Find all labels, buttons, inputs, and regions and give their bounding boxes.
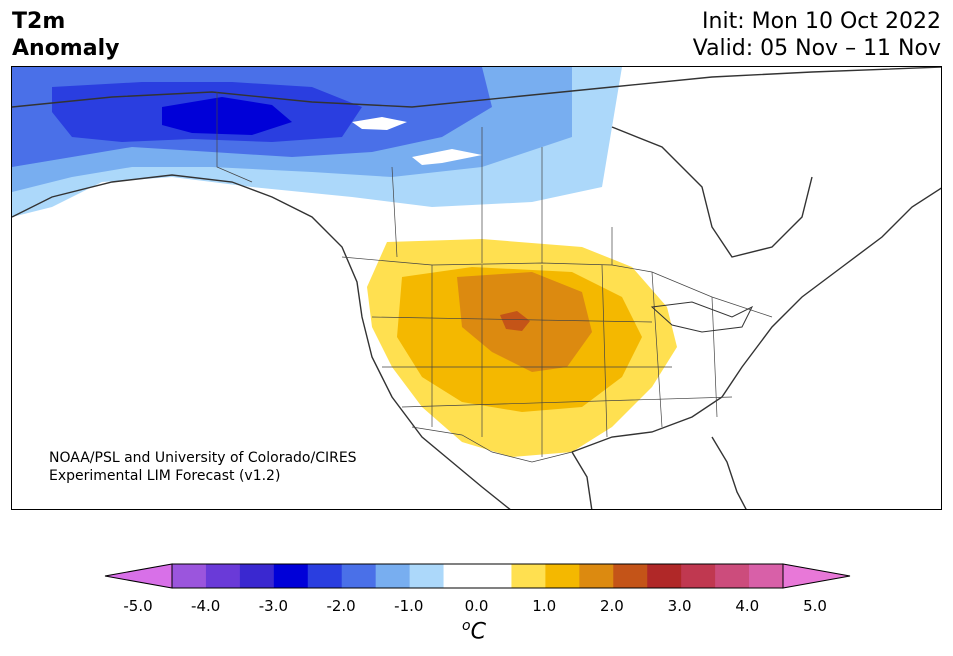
gulf-atlantic-coastline [571, 187, 941, 453]
map-title: T2m Anomaly [12, 8, 119, 62]
cold-anomaly-5c [162, 97, 292, 135]
colorbar-cell [681, 564, 716, 588]
title-line-2: Anomaly [12, 36, 120, 61]
colorbar-cell [239, 564, 275, 588]
colorbar-tick-label: 2.0 [599, 597, 624, 615]
unit-degree: o [462, 618, 471, 634]
colorbar-cell [545, 564, 580, 588]
valid-period: Valid: 05 Nov – 11 Nov [692, 36, 941, 61]
colorbar-cell [375, 564, 411, 588]
colorbar-cell [273, 564, 309, 588]
data-credit: NOAA/PSL and University of Colorado/CIRE… [49, 449, 357, 485]
pacific-coastline [12, 174, 511, 509]
colorbar-cell [172, 564, 207, 588]
credit-line-2: Experimental LIM Forecast (v1.2) [49, 468, 281, 484]
colorbar-min-arrow [104, 563, 173, 589]
init-date: Init: Mon 10 Oct 2022 [702, 9, 941, 34]
colorbar-cell [477, 564, 512, 588]
colorbar-tick-label: -5.0 [123, 597, 153, 615]
colorbar-cell [511, 564, 546, 588]
colorbar-cell [647, 564, 682, 588]
great-lakes [650, 301, 754, 333]
colorbar-tick-label: -4.0 [191, 597, 221, 615]
forecast-dates: Init: Mon 10 Oct 2022 Valid: 05 Nov – 11… [693, 8, 941, 62]
colorbar-tick-label: 3.0 [667, 597, 692, 615]
colorbar-tick-label: 5.0 [803, 597, 827, 615]
hudson-bay [611, 126, 813, 258]
colorbar-tick-label: 4.0 [735, 597, 760, 615]
colorbar-tick-label: -2.0 [326, 597, 356, 615]
colorbar-cell [749, 564, 784, 588]
us-states [371, 264, 733, 457]
warm-anomaly-4c [500, 311, 530, 331]
colorbar-tick-label: -1.0 [394, 597, 424, 615]
arctic-coastline [12, 67, 941, 108]
colorbar-cell [613, 564, 648, 588]
florida [711, 436, 747, 509]
colorbar-outline [171, 563, 784, 589]
credit-line-1: NOAA/PSL and University of Colorado/CIRE… [49, 450, 357, 466]
colorbar-cell [715, 564, 750, 588]
colorbar-tick-label: 1.0 [532, 597, 557, 615]
unit-letter: C [470, 619, 486, 645]
colorbar-cell [341, 564, 377, 588]
colorbar-cell [579, 564, 614, 588]
mexico-coast [571, 451, 593, 509]
colorbar-tick-label: -3.0 [258, 597, 289, 615]
colorbar-max-arrow [782, 563, 851, 589]
colorbar-cell [443, 564, 478, 588]
colorbar-tick-label: 0.0 [464, 597, 489, 615]
alaska-border [216, 92, 253, 183]
us-mexico-border [411, 426, 573, 463]
title-line-1: T2m [12, 9, 66, 34]
great-slave-bear-lakes [352, 117, 482, 165]
colorbar [104, 563, 851, 589]
map-canvas [12, 67, 941, 509]
colorbar-cell [307, 564, 343, 588]
colorbar-cell [409, 564, 445, 588]
colorbar-cell [205, 564, 241, 588]
units-label: oC [462, 618, 486, 644]
canada-provinces [391, 127, 613, 265]
anomaly-map [11, 66, 942, 510]
